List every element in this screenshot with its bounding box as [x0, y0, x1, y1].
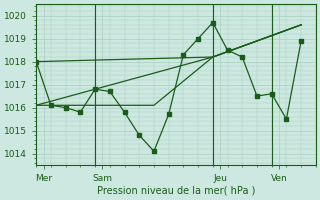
X-axis label: Pression niveau de la mer( hPa ): Pression niveau de la mer( hPa )	[97, 186, 255, 196]
